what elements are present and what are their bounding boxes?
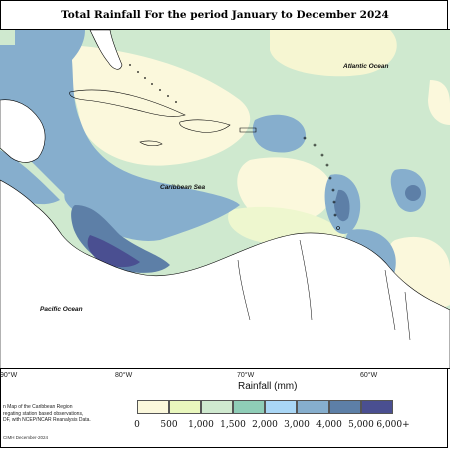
caribbean-sea-label: Caribbean Sea bbox=[160, 184, 206, 191]
land-cuba bbox=[69, 89, 186, 117]
longitude-tick-60w: 60°W bbox=[360, 372, 378, 379]
land-puerto-rico bbox=[239, 127, 257, 133]
land-central-america bbox=[0, 179, 450, 368]
rainfall-zone-very-wet-lesser-antilles bbox=[334, 189, 350, 222]
legend-label: 0 bbox=[134, 420, 140, 430]
longitude-tick-70w: 70°W bbox=[237, 372, 255, 379]
legend-labels: 0 500 1,000 1,500 2,000 3,000 4,000 5,000 6,000+ bbox=[0, 420, 450, 432]
legend-swatch bbox=[265, 400, 297, 414]
legend-swatch bbox=[169, 400, 201, 414]
copyright-text: CIMH December-2024 bbox=[3, 435, 49, 440]
legend-label: 4,000 bbox=[316, 420, 342, 430]
rainfall-zone-wet-west bbox=[0, 45, 240, 241]
rainfall-zone-wet-honduras bbox=[64, 180, 97, 217]
legend-swatch bbox=[233, 400, 265, 414]
legend-label: 500 bbox=[160, 420, 178, 430]
legend-title: Rainfall (mm) bbox=[238, 381, 298, 392]
atlantic-ocean-label: Atlantic Ocean bbox=[343, 63, 389, 70]
rainfall-zone-wettest-core bbox=[87, 235, 140, 268]
legend-swatch bbox=[137, 400, 169, 414]
map-title: Total Rainfall For the period January to… bbox=[61, 9, 389, 21]
legend-label: 1,500 bbox=[220, 420, 246, 430]
pacific-ocean-label: Pacific Ocean bbox=[40, 306, 83, 313]
rainfall-zone-dry-north bbox=[66, 45, 251, 166]
land-florida bbox=[89, 30, 123, 70]
legend-label: 6,000+ bbox=[376, 420, 410, 430]
legend-swatch bbox=[329, 400, 361, 414]
rainfall-zone-very-wet-atlantic bbox=[405, 185, 421, 201]
longitude-tick-90w: 90°W bbox=[0, 372, 18, 379]
legend-label: 3,000 bbox=[284, 420, 310, 430]
map-description-note: n Map of the Caribbean Region regating st… bbox=[3, 404, 115, 424]
land-yucatan bbox=[0, 99, 46, 163]
legend-swatch bbox=[361, 400, 393, 414]
land-bahamas bbox=[128, 63, 178, 104]
rainfall-zone-wet-florida bbox=[15, 30, 85, 87]
legend-swatch bbox=[297, 400, 329, 414]
rainfall-map bbox=[0, 29, 450, 369]
land-hispaniola bbox=[179, 119, 231, 133]
rainfall-map-svg bbox=[0, 30, 450, 368]
legend-label: 2,000 bbox=[252, 420, 278, 430]
rainfall-zone-dry-farnorth bbox=[428, 80, 450, 125]
legend-label: 5,000 bbox=[348, 420, 374, 430]
legend-color-bar bbox=[137, 400, 393, 414]
land-jamaica bbox=[139, 140, 163, 147]
rainfall-zone-dry-atlantic bbox=[270, 30, 397, 77]
land-lesser-antilles bbox=[303, 136, 340, 230]
longitude-tick-80w: 80°W bbox=[115, 372, 133, 379]
note-line: regating station based observations, bbox=[3, 410, 84, 417]
note-line: n Map of the Caribbean Region bbox=[3, 404, 73, 410]
note-line: DF, with NCEP/NCAR Reanalysis Data. bbox=[3, 417, 91, 423]
rainfall-zone-wet-central bbox=[252, 114, 306, 153]
legend-swatch bbox=[201, 400, 233, 414]
land-border-lines bbox=[237, 239, 411, 341]
legend-label: 1,000 bbox=[188, 420, 214, 430]
